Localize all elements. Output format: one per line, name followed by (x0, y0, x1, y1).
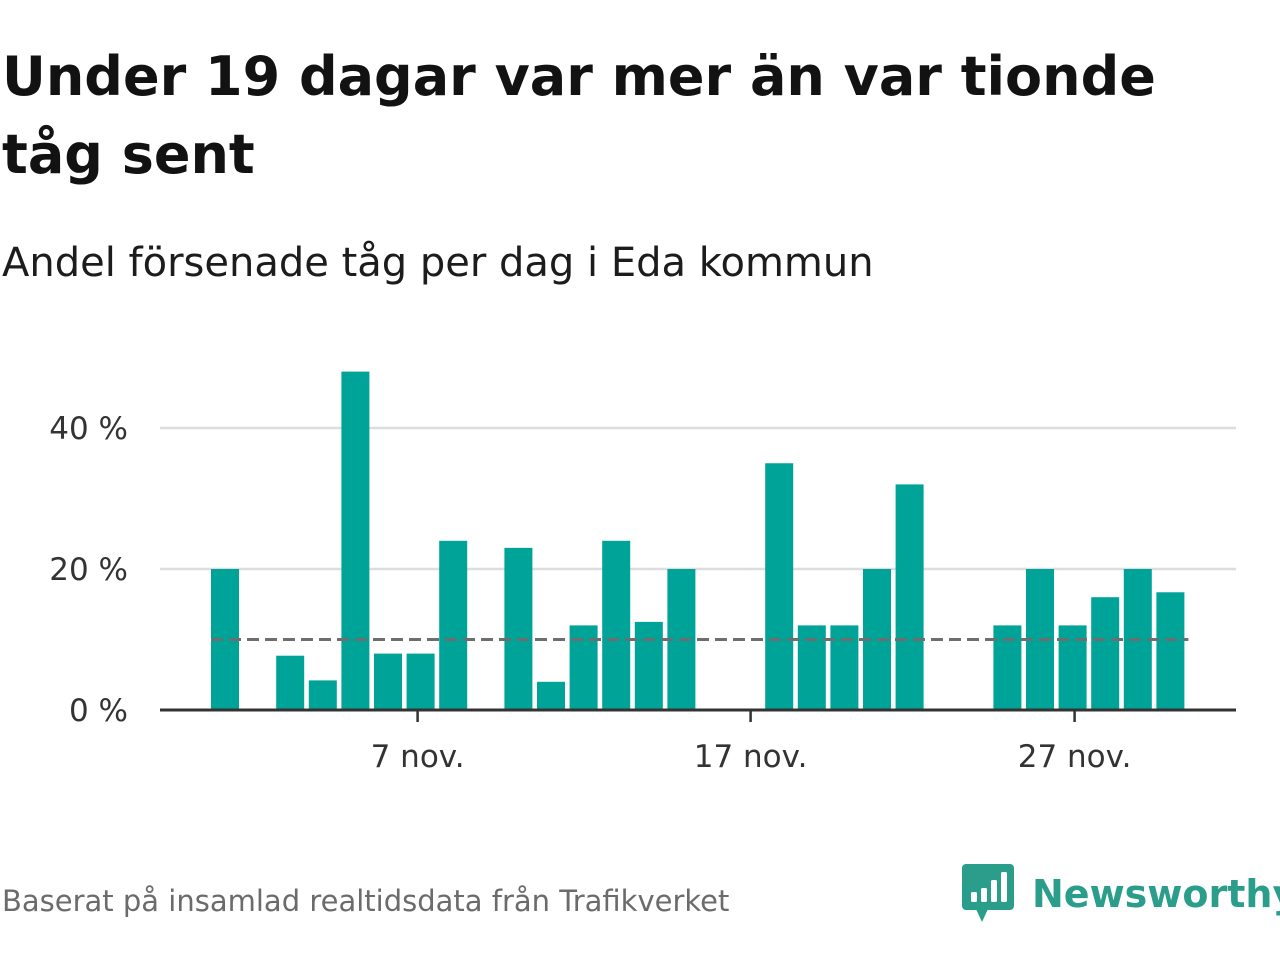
gridlines (160, 426, 1236, 571)
chart-subtitle: Andel försenade tåg per dag i Eda kommun (2, 240, 874, 286)
bar (895, 484, 924, 710)
bar (537, 681, 565, 710)
bar (602, 540, 631, 710)
bar (1091, 597, 1120, 710)
bar (308, 680, 337, 710)
brand-logo[interactable]: Newsworthy (962, 862, 1280, 926)
x-axis-labels: 7 nov. 17 nov. 27 nov. (371, 739, 1132, 775)
x-tick-label: 7 nov. (371, 739, 465, 775)
bar (634, 621, 663, 710)
x-tick-label: 17 nov. (694, 739, 808, 775)
bar (439, 540, 468, 710)
x-tick-label: 27 nov. (1018, 739, 1132, 775)
bar (504, 547, 533, 710)
bar (406, 653, 435, 710)
bar (374, 653, 402, 710)
bars (211, 371, 1185, 710)
y-tick-label: 0 % (69, 693, 128, 729)
bar-chart: 0 % 20 % 40 % 7 nov. 17 nov. 27 nov. (49, 371, 1236, 775)
bar (765, 463, 794, 710)
chart-title: Under 19 dagar var mer än var tionde tåg… (2, 45, 1156, 186)
newsworthy-logo-icon (962, 864, 1014, 922)
x-axis (160, 708, 1236, 722)
y-axis-labels: 0 % 20 % 40 % (49, 411, 128, 729)
y-tick-label: 20 % (49, 552, 128, 588)
source-note: Baserat på insamlad realtidsdata från Tr… (2, 884, 730, 918)
y-tick-label: 40 % (49, 411, 128, 447)
brand-name: Newsworthy (1032, 872, 1280, 916)
bar (1156, 592, 1185, 710)
bar (341, 371, 370, 710)
bar (276, 655, 305, 710)
